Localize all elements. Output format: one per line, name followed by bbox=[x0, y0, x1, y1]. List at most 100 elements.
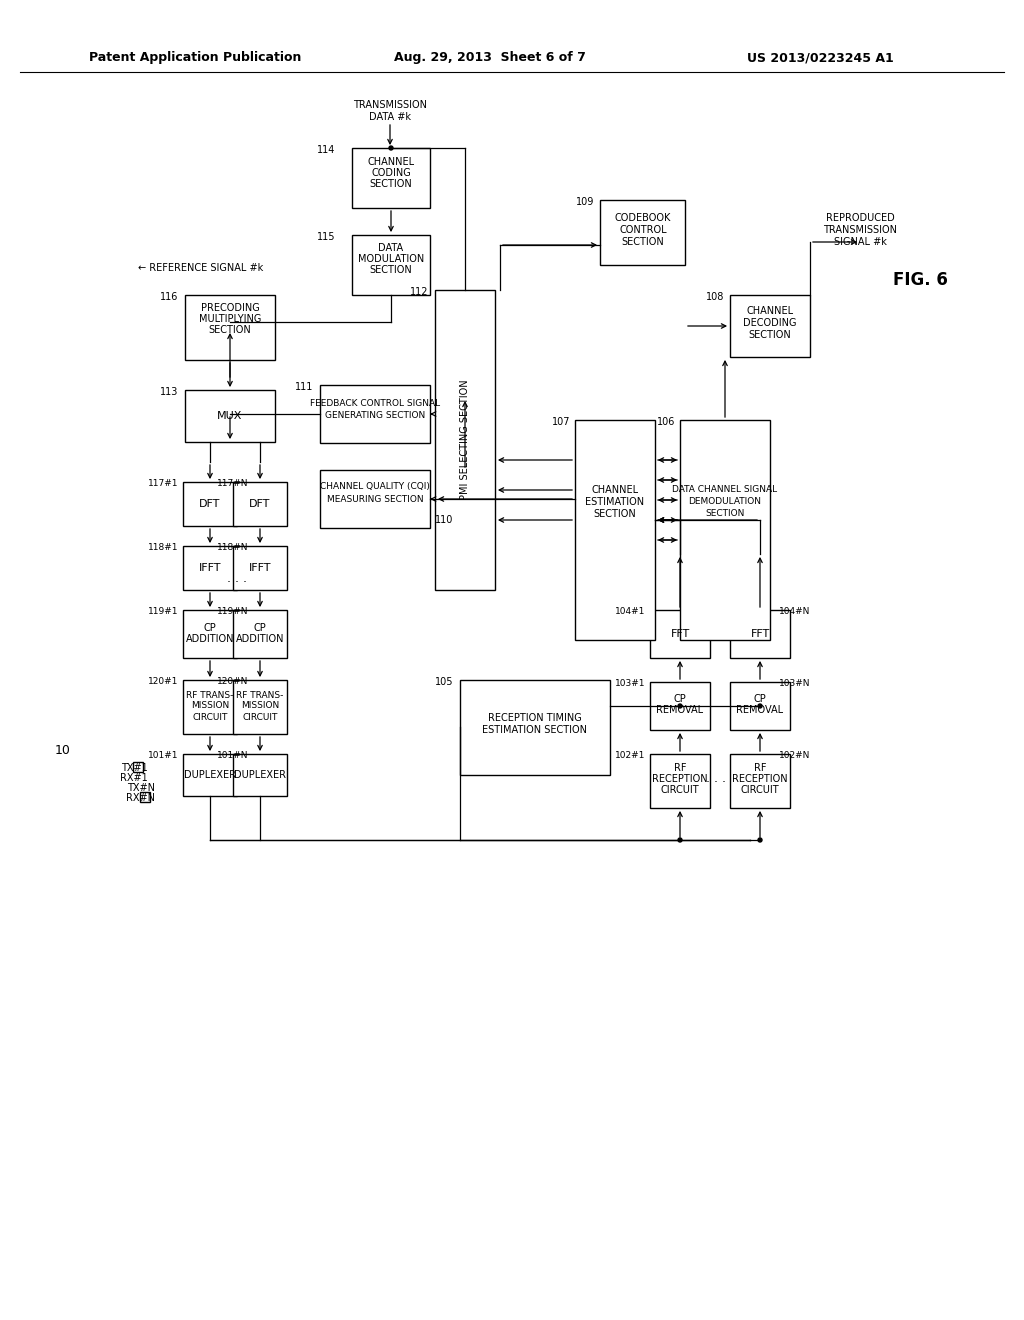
Text: MULTIPLYING: MULTIPLYING bbox=[199, 314, 261, 323]
Text: TRANSMISSION: TRANSMISSION bbox=[353, 100, 427, 110]
Text: CHANNEL: CHANNEL bbox=[592, 484, 639, 495]
Bar bbox=[319, 385, 430, 444]
Text: DATA CHANNEL SIGNAL: DATA CHANNEL SIGNAL bbox=[673, 486, 777, 495]
Text: TX#N: TX#N bbox=[127, 783, 155, 793]
Circle shape bbox=[678, 704, 682, 708]
Text: 104#N: 104#N bbox=[779, 607, 811, 616]
Text: 120#1: 120#1 bbox=[147, 677, 178, 686]
Bar bbox=[183, 680, 237, 734]
Text: GENERATING SECTION: GENERATING SECTION bbox=[325, 412, 425, 421]
Text: REPRODUCED: REPRODUCED bbox=[825, 213, 894, 223]
Text: SECTION: SECTION bbox=[209, 325, 251, 335]
Text: PMI SELECTING SECTION: PMI SELECTING SECTION bbox=[460, 380, 470, 500]
Circle shape bbox=[389, 147, 393, 150]
Bar bbox=[730, 682, 790, 730]
Bar bbox=[183, 610, 237, 657]
Text: CHANNEL: CHANNEL bbox=[368, 157, 415, 168]
Text: IFFT: IFFT bbox=[199, 564, 221, 573]
Text: 117#N: 117#N bbox=[217, 479, 249, 488]
Text: RF: RF bbox=[754, 763, 766, 774]
Text: RF TRANS-: RF TRANS- bbox=[186, 690, 233, 700]
Text: ESTIMATION SECTION: ESTIMATION SECTION bbox=[482, 725, 588, 735]
Text: MISSION: MISSION bbox=[190, 701, 229, 710]
Bar bbox=[352, 235, 430, 294]
Text: REMOVAL: REMOVAL bbox=[736, 705, 783, 715]
Text: ESTIMATION: ESTIMATION bbox=[586, 498, 644, 507]
Text: 111: 111 bbox=[295, 381, 313, 392]
Text: ADDITION: ADDITION bbox=[236, 634, 285, 644]
Text: DUPLEXER: DUPLEXER bbox=[184, 770, 236, 780]
Text: CHANNEL: CHANNEL bbox=[746, 306, 794, 315]
Text: SIGNAL #k: SIGNAL #k bbox=[834, 238, 887, 247]
Text: 117#1: 117#1 bbox=[147, 479, 178, 488]
Text: 120#N: 120#N bbox=[217, 677, 249, 686]
Text: SECTION: SECTION bbox=[370, 265, 413, 275]
Text: US 2013/0223245 A1: US 2013/0223245 A1 bbox=[746, 51, 893, 65]
Text: 105: 105 bbox=[434, 677, 453, 686]
Text: PRECODING: PRECODING bbox=[201, 304, 259, 313]
Text: 101#1: 101#1 bbox=[147, 751, 178, 760]
Text: FIG. 6: FIG. 6 bbox=[893, 271, 947, 289]
Bar bbox=[730, 610, 790, 657]
Text: 108: 108 bbox=[706, 292, 724, 302]
Bar bbox=[185, 294, 275, 360]
Text: SECTION: SECTION bbox=[370, 180, 413, 189]
Text: 103#1: 103#1 bbox=[614, 680, 645, 689]
Bar bbox=[140, 792, 150, 803]
Text: DUPLEXER: DUPLEXER bbox=[234, 770, 286, 780]
Bar bbox=[680, 420, 770, 640]
Text: SECTION: SECTION bbox=[749, 330, 792, 341]
Text: MODULATION: MODULATION bbox=[357, 253, 424, 264]
Bar bbox=[233, 482, 287, 525]
Text: 102#1: 102#1 bbox=[614, 751, 645, 760]
Bar bbox=[435, 290, 495, 590]
Text: DATA #k: DATA #k bbox=[369, 112, 411, 121]
Bar bbox=[233, 754, 287, 796]
Text: 113: 113 bbox=[160, 387, 178, 397]
Text: TRANSMISSION: TRANSMISSION bbox=[823, 224, 897, 235]
Bar bbox=[352, 148, 430, 209]
Text: RECEPTION: RECEPTION bbox=[732, 774, 787, 784]
Text: CHANNEL QUALITY (CQI): CHANNEL QUALITY (CQI) bbox=[321, 483, 430, 491]
Text: 106: 106 bbox=[656, 417, 675, 426]
Text: 114: 114 bbox=[316, 145, 335, 154]
Circle shape bbox=[758, 838, 762, 842]
Bar bbox=[319, 470, 430, 528]
Bar bbox=[233, 546, 287, 590]
Text: CIRCUIT: CIRCUIT bbox=[740, 785, 779, 795]
Text: 101#N: 101#N bbox=[217, 751, 249, 760]
Text: SECTION: SECTION bbox=[594, 510, 636, 519]
Text: SECTION: SECTION bbox=[706, 510, 744, 519]
Bar bbox=[133, 762, 143, 772]
Text: 110: 110 bbox=[434, 515, 453, 525]
Text: RF TRANS-: RF TRANS- bbox=[237, 690, 284, 700]
Text: TX#1: TX#1 bbox=[121, 763, 148, 774]
Text: DFT: DFT bbox=[200, 499, 221, 510]
Text: CP: CP bbox=[204, 623, 216, 634]
Text: DFT: DFT bbox=[249, 499, 270, 510]
Text: CP: CP bbox=[254, 623, 266, 634]
Bar bbox=[575, 420, 655, 640]
Bar bbox=[185, 389, 275, 442]
Text: CODEBOOK: CODEBOOK bbox=[614, 213, 671, 223]
Text: 112: 112 bbox=[410, 286, 428, 297]
Bar bbox=[233, 610, 287, 657]
Text: 104#1: 104#1 bbox=[614, 607, 645, 616]
Text: 103#N: 103#N bbox=[779, 680, 811, 689]
Text: IFFT: IFFT bbox=[249, 564, 271, 573]
Bar bbox=[183, 482, 237, 525]
Text: 119#N: 119#N bbox=[217, 607, 249, 616]
Text: REMOVAL: REMOVAL bbox=[656, 705, 703, 715]
Text: 116: 116 bbox=[160, 292, 178, 302]
Text: 119#1: 119#1 bbox=[147, 607, 178, 616]
Text: RX#1: RX#1 bbox=[120, 774, 148, 783]
Text: CONTROL: CONTROL bbox=[620, 224, 667, 235]
Text: CIRCUIT: CIRCUIT bbox=[193, 713, 227, 722]
Bar bbox=[650, 682, 710, 730]
Text: DECODING: DECODING bbox=[743, 318, 797, 327]
Bar bbox=[460, 680, 610, 775]
Text: ← REFERENCE SIGNAL #k: ← REFERENCE SIGNAL #k bbox=[138, 263, 263, 273]
Text: Aug. 29, 2013  Sheet 6 of 7: Aug. 29, 2013 Sheet 6 of 7 bbox=[394, 51, 586, 65]
Bar bbox=[650, 610, 710, 657]
Text: DATA: DATA bbox=[379, 243, 403, 253]
